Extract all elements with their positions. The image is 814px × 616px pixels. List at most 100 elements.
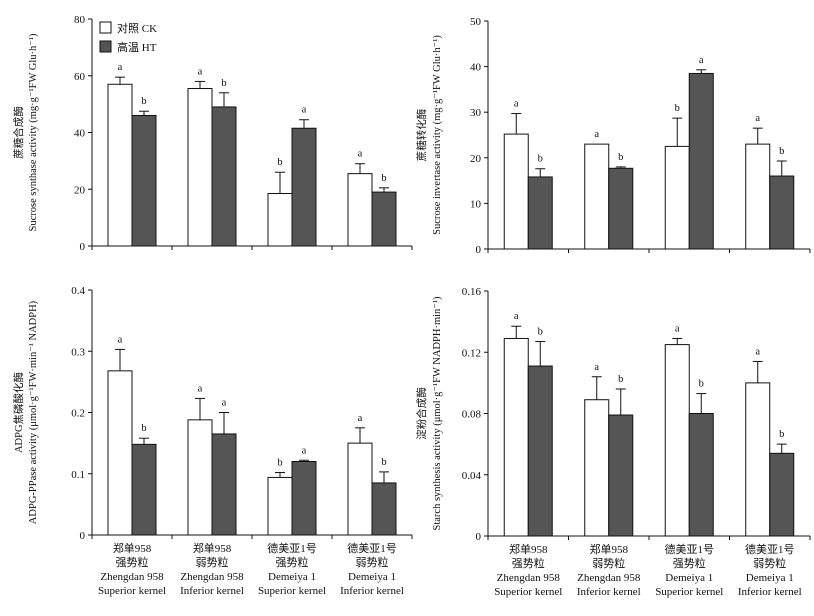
category-label: Demeiya 1: [348, 571, 396, 583]
y-axis-label-cn: 蔗糖合成酶: [12, 106, 25, 159]
category-label: 郑单958: [193, 541, 232, 555]
category-label: 弱势粒: [753, 556, 786, 570]
category-label: 强势粒: [276, 555, 309, 569]
significance-letter: a: [198, 66, 203, 77]
category-label: 郑单958: [113, 541, 152, 555]
y-axis-label-en: Starch synthesis activity (μmol·g⁻¹FW NA…: [432, 296, 443, 530]
category-label: 强势粒: [116, 555, 149, 569]
y-tick-label: 80: [74, 14, 86, 26]
bar-ck-3: [664, 344, 690, 537]
bar-ht-2: [608, 414, 634, 537]
y-tick-label: 50: [470, 16, 482, 28]
y-tick-label: 20: [74, 184, 86, 196]
bar-ht-3: [291, 127, 317, 247]
category-label: Demeiya 1: [746, 572, 794, 584]
bar-ck-1: [107, 370, 133, 536]
bar-ck-1: [503, 133, 529, 250]
category-label: 弱势粒: [196, 555, 229, 569]
bar-ck-2: [584, 143, 610, 250]
significance-letter: a: [594, 362, 599, 373]
bar-ht-2: [211, 433, 237, 536]
y-tick-label: 0.3: [71, 346, 85, 358]
significance-letter: a: [302, 445, 307, 456]
bar-ht-2: [211, 106, 237, 247]
y-axis-label-cn: 蔗糖转化酶: [415, 108, 428, 161]
bar-ht-3: [688, 413, 714, 537]
significance-letter: b: [277, 157, 282, 168]
y-tick-label: 40: [74, 128, 86, 140]
y-tick-label: 0.04: [462, 470, 482, 482]
category-label: Zhengdan 958: [180, 571, 244, 583]
significance-letter: b: [618, 374, 623, 385]
bar-ck-2: [187, 419, 213, 536]
bar-ht-3: [688, 72, 714, 250]
category-label: Superior kernel: [258, 585, 326, 597]
y-axis-label-cn: ADPG焦磷酸化酶: [12, 371, 25, 453]
category-label: 强势粒: [512, 556, 545, 570]
bar-ck-4: [347, 173, 373, 247]
significance-letter: a: [755, 346, 760, 357]
significance-letter: b: [221, 78, 226, 89]
category-label: 郑单958: [509, 542, 548, 556]
legend-label-ck: 对照 CK: [117, 21, 157, 35]
significance-letter: a: [358, 149, 363, 160]
bar-ck-1: [503, 337, 529, 537]
bar-ck-3: [664, 145, 690, 250]
category-label: 郑单958: [590, 542, 629, 556]
category-label: Zhengdan 958: [577, 572, 641, 584]
y-tick-label: 30: [470, 107, 482, 119]
category-label: 德美亚1号: [347, 541, 397, 555]
y-tick-label: 0.1: [71, 469, 85, 481]
significance-letter: a: [594, 129, 599, 140]
significance-letter: b: [675, 103, 680, 114]
chart-panel-3: 0 0.1 0.2 0.3 0.4 ADPG焦磷酸化酶 ADPG-PPase activit…: [12, 285, 413, 542]
chart-panel-2: 0 10 20 30 40 50 蔗糖转化酶 Sucrose invertase activi…: [415, 16, 811, 256]
significance-letter: b: [618, 152, 623, 163]
category-label: 弱势粒: [592, 556, 625, 570]
significance-letter: b: [779, 429, 784, 440]
significance-letter: a: [675, 323, 680, 334]
bar-ht-4: [371, 482, 397, 536]
bar-ht-1: [527, 176, 553, 250]
category-label: Superior kernel: [98, 585, 166, 597]
significance-letter: b: [141, 96, 146, 107]
category-label: Inferior kernel: [180, 585, 244, 597]
significance-letter: b: [381, 173, 386, 184]
significance-letter: b: [538, 154, 543, 165]
category-label: Zhengdan 958: [497, 572, 561, 584]
bar-ht-1: [131, 443, 157, 536]
bar-ht-4: [769, 452, 795, 537]
y-tick-label: 0.12: [462, 347, 481, 359]
bar-ck-4: [745, 382, 771, 537]
category-label: Demeiya 1: [665, 572, 713, 584]
significance-letter: b: [538, 327, 543, 338]
y-tick-label: 0.4: [71, 285, 85, 297]
category-label: 德美亚1号: [267, 541, 317, 555]
category-label: Superior kernel: [655, 586, 723, 598]
significance-letter: b: [277, 458, 282, 469]
category-label: 强势粒: [673, 556, 706, 570]
y-tick-label: 0: [80, 241, 86, 253]
bar-ht-1: [527, 365, 553, 537]
significance-letter: b: [381, 457, 386, 468]
bar-ck-2: [187, 88, 213, 247]
category-label: 德美亚1号: [745, 542, 795, 556]
bar-ck-4: [745, 143, 771, 250]
category-label: Inferior kernel: [577, 586, 641, 598]
legend-swatch-ck: [99, 21, 112, 34]
chart-panel-1: 0 20 40 60 80 蔗糖合成酶 Sucrose synthase activity …: [12, 14, 413, 253]
y-tick-label: 40: [470, 62, 482, 74]
category-label: Inferior kernel: [738, 586, 802, 598]
y-axis-label-en: Sucrose synthase activity (mg·g⁻¹FW Glu·…: [28, 33, 39, 231]
significance-letter: a: [514, 311, 519, 322]
bar-ck-3: [267, 193, 293, 247]
category-label: Superior kernel: [494, 586, 562, 598]
significance-letter: a: [358, 413, 363, 424]
significance-letter: b: [779, 146, 784, 157]
y-tick-label: 10: [470, 198, 482, 210]
significance-letter: a: [755, 113, 760, 124]
significance-letter: a: [198, 383, 203, 394]
category-label: 德美亚1号: [665, 542, 715, 556]
